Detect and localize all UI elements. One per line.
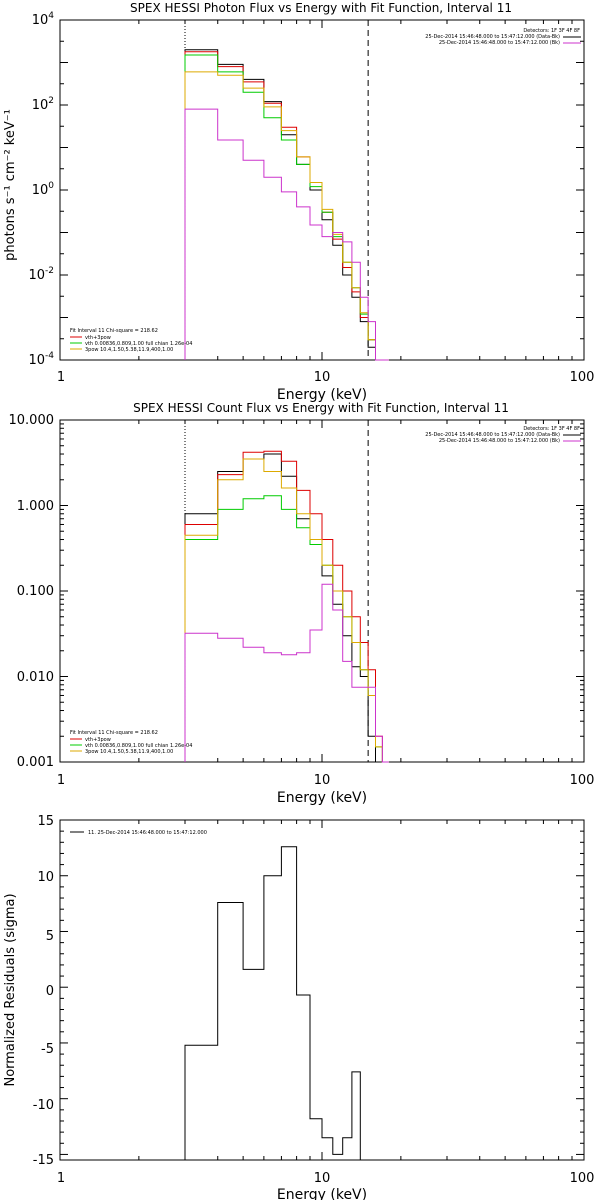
x-tick-label: 1 [57, 773, 65, 788]
x-axis-label: Energy (keV) [277, 1187, 367, 1200]
x-tick-label: 10 [314, 370, 331, 385]
chart-title: SPEX HESSI Count Flux vs Energy with Fit… [133, 401, 509, 415]
y-tick-label: 10-2 [28, 266, 54, 283]
y-tick-label: 10 [37, 870, 54, 885]
y-tick-label: -15 [33, 1153, 54, 1168]
series-line-0 [184, 453, 389, 763]
axis-ticks [59, 819, 585, 1160]
y-axis-label: Normalized Residuals (sigma) [3, 893, 18, 1086]
chart-title: SPEX HESSI Photon Flux vs Energy with Fi… [130, 1, 512, 15]
y-tick-label: 104 [32, 11, 55, 28]
y-tick-label: 1.000 [17, 499, 54, 514]
series-line-3 [184, 458, 389, 763]
residuals-legend: 11. 25-Dec-2014 15:46:48.000 to 15:47:12… [70, 830, 207, 836]
legend-label: vth+3pow [85, 737, 111, 743]
x-tick-label: 10 [314, 773, 331, 788]
x-axis-label: Energy (keV) [277, 387, 367, 403]
legend-title: Detectors: 1F 3F 4F 8F [523, 28, 580, 34]
y-tick-label: 0.010 [17, 670, 54, 685]
x-tick-label: 100 [570, 1171, 595, 1186]
residuals-panel: 1 10 100 Energy (keV) -15 -10 -5 0 5 10 … [3, 814, 594, 1200]
legend-label: 3pow 10.4,1.50,5.38,11.9,400,1.00 [85, 749, 173, 755]
series-group [184, 450, 389, 763]
plot-frame [59, 819, 585, 1161]
series-group [184, 49, 389, 361]
legend-label: 3pow 10.4,1.50,5.38,11.9,400,1.00 [85, 347, 173, 353]
y-tick-label: 10.000 [9, 413, 55, 428]
axis-ticks [59, 19, 585, 361]
y-tick-label: 102 [32, 96, 54, 113]
fit-legend: Fit Interval 11 Chi-square = 218.62 vth+… [70, 328, 192, 353]
y-tick-label: 0.001 [17, 755, 54, 770]
x-axis-label: Energy (keV) [277, 790, 367, 806]
legend-label: 25-Dec-2014 15:46:48.000 to 15:47:12.000… [425, 34, 560, 40]
series-line-1 [184, 450, 389, 763]
x-tick-label: 1 [57, 1171, 65, 1186]
top-legend: Detectors: 1F 3F 4F 8F 25-Dec-2014 15:46… [425, 28, 581, 46]
y-tick-label: 0 [46, 984, 54, 999]
photon-flux-panel: SPEX HESSI Photon Flux vs Energy with Fi… [3, 1, 594, 403]
series-line-0 [184, 49, 389, 361]
top-legend: Detectors: 1F 3F 4F 8F 25-Dec-2014 15:46… [425, 426, 581, 444]
series-line-4 [184, 583, 389, 763]
y-tick-label: 5 [46, 929, 54, 944]
y-tick-label: -5 [41, 1042, 54, 1057]
y-tick-label: 10-4 [28, 351, 54, 368]
series-group [184, 846, 361, 1160]
series-line-4 [184, 108, 389, 361]
x-tick-label: 100 [570, 773, 595, 788]
axis-ticks [59, 419, 585, 763]
legend-label: vth 0.00836,0.809,1.00 full chian 1.26e-… [85, 341, 192, 347]
x-tick-label: 10 [314, 1171, 331, 1186]
legend-label: 25-Dec-2014 15:46:48.000 to 15:47:12.000… [425, 432, 560, 438]
legend-title: Fit Interval 11 Chi-square = 218.62 [70, 730, 158, 736]
y-tick-label: 0.100 [17, 584, 54, 599]
y-tick-label: 15 [37, 814, 54, 829]
fit-legend: Fit Interval 11 Chi-square = 218.62 vth+… [70, 730, 192, 755]
series-line-3 [184, 71, 389, 361]
y-tick-label: 100 [32, 181, 55, 198]
series-line-1 [184, 51, 389, 361]
y-tick-label: -10 [33, 1098, 54, 1113]
legend-label: 11. 25-Dec-2014 15:46:48.000 to 15:47:12… [88, 830, 207, 836]
x-tick-label: 100 [570, 370, 595, 385]
legend-title: Detectors: 1F 3F 4F 8F [523, 426, 580, 432]
legend-label: 25-Dec-2014 15:46:48.000 to 15:47:12.000… [439, 40, 560, 46]
y-axis-label: photons s⁻¹ cm⁻² keV⁻¹ [3, 109, 18, 261]
series-line-0 [184, 846, 361, 1160]
legend-title: Fit Interval 11 Chi-square = 218.62 [70, 328, 158, 334]
energy-range-markers [184, 20, 369, 360]
legend-label: 25-Dec-2014 15:46:48.000 to 15:47:12.000… [439, 438, 560, 444]
legend-label: vth 0.00836,0.809,1.00 full chian 1.26e-… [85, 743, 192, 749]
series-line-2 [184, 54, 389, 361]
legend-label: vth+3pow [85, 335, 111, 341]
x-tick-label: 1 [57, 370, 65, 385]
series-line-2 [184, 495, 389, 763]
count-flux-panel: SPEX HESSI Count Flux vs Energy with Fit… [9, 401, 595, 806]
